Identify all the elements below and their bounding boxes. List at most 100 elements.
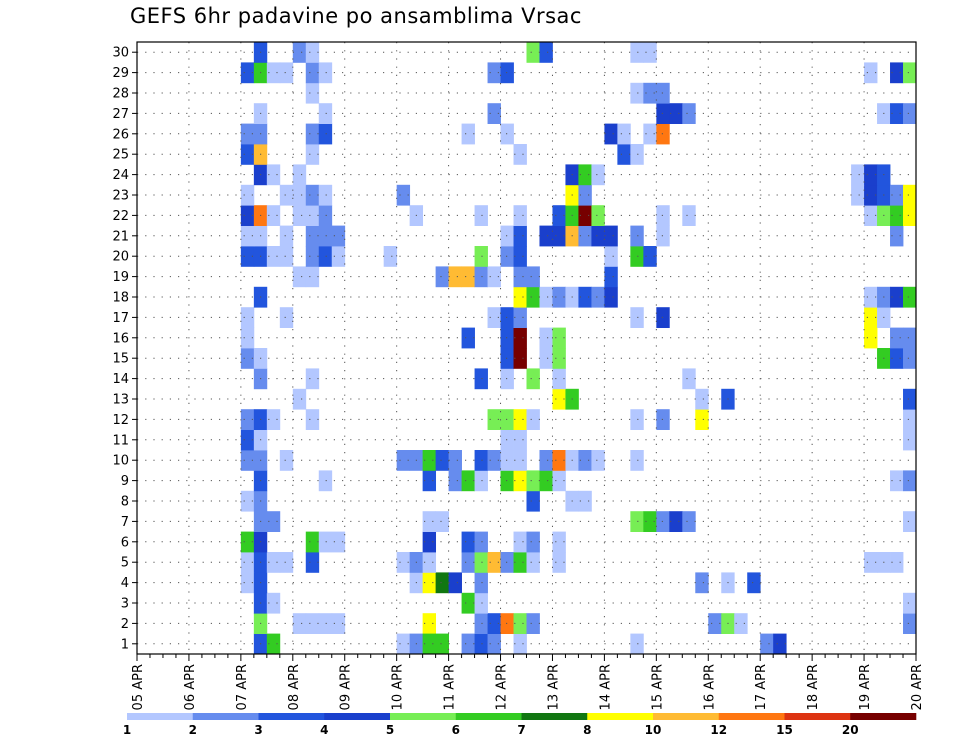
heatmap-cell [513,531,527,553]
heatmap-cell [903,286,917,308]
heatmap-cell [240,490,255,512]
heatmap-cell [305,123,320,145]
heatmap-cell [656,82,670,104]
heatmap-cell [695,572,709,594]
heatmap-cell [513,225,527,247]
heatmap-cell [305,552,320,573]
heatmap-cell [305,225,320,247]
y-tick-label: 17 [112,311,129,326]
heatmap-cell [513,286,527,308]
x-tick-label: 13 APR [546,664,561,710]
heatmap-cell [383,246,398,267]
heatmap-cell [279,246,294,267]
heatmap-cell [604,266,618,288]
heatmap-cell [487,307,501,328]
heatmap-cell [474,531,488,553]
heatmap-cell [890,348,904,369]
heatmap-cell [240,327,255,349]
heatmap-cell [578,225,592,247]
heatmap-cell [890,552,904,573]
heatmap-cell [500,327,514,349]
heatmap-cell [240,184,255,206]
heatmap-cell [552,368,566,390]
colorbar-label: 12 [710,723,727,737]
x-tick-label: 14 APR [598,664,613,710]
y-tick-label: 12 [112,413,129,428]
colorbar-label: 20 [842,723,859,737]
heatmap-cell [240,307,255,328]
heatmap-cell [903,205,917,226]
heatmap-cell [474,552,488,573]
heatmap-cell [552,450,566,471]
heatmap-cell [279,552,294,573]
heatmap-cell [734,613,748,634]
heatmap-cell [500,225,514,247]
heatmap-cell [851,184,865,206]
heatmap-cell [591,286,605,308]
heatmap-cell [903,327,917,349]
heatmap-cell [526,470,540,492]
colorbar-segment [390,713,457,720]
heatmap-cell [266,164,281,186]
colorbar-label: 15 [776,723,793,737]
heatmap-cell [903,409,917,430]
heatmap-cell [864,62,878,84]
y-tick-label: 18 [112,291,129,306]
colorbar-label: 1 [123,723,131,737]
heatmap-cell [240,123,255,145]
y-tick-label: 4 [121,576,129,591]
heatmap-cell [539,348,553,369]
colorbar-segment [850,713,917,720]
heatmap-cell [552,205,566,226]
heatmap-cell [630,511,644,532]
heatmap-cell [318,103,333,124]
heatmap-cell [305,82,320,104]
heatmap-cell [526,490,540,512]
heatmap-cell [682,103,696,124]
x-tick-label: 19 APR [858,664,873,710]
heatmap-cell [448,572,462,594]
heatmap-cell [500,307,514,328]
heatmap-cell [487,450,501,471]
heatmap-cell [903,184,917,206]
heatmap-cell [539,470,553,492]
heatmap-cell [240,409,255,430]
heatmap-cell [461,470,475,492]
colorbar-segment [653,713,720,720]
heatmap-cell [318,184,333,206]
y-tick-label: 9 [121,474,129,489]
heatmap-cell [630,42,644,63]
heatmap-cell [318,123,333,145]
heatmap-cell [513,409,527,430]
heatmap-cell [292,205,307,226]
heatmap-cell [487,266,501,288]
heatmap-cell [448,450,462,471]
heatmap-cell [292,164,307,186]
heatmap-cell [435,633,449,655]
heatmap-cell [266,246,281,267]
heatmap-cell [591,225,605,247]
heatmap-cell [903,470,917,492]
y-tick-label: 25 [112,148,129,163]
heatmap-cell [292,613,307,634]
heatmap-cell [279,307,294,328]
y-tick-label: 16 [112,331,129,346]
heatmap-cell [864,327,878,349]
heatmap-cell [318,205,333,226]
heatmap-cell [682,368,696,390]
heatmap-cell [643,246,657,267]
heatmap-cell [513,429,527,451]
heatmap-cell [474,633,488,655]
colorbar-segment [521,713,588,720]
x-tick-label: 05 APR [131,664,146,710]
heatmap-cell [331,225,346,247]
heatmap-cell [266,592,281,614]
heatmap-cell [552,327,566,349]
heatmap-cell [474,470,488,492]
heatmap-cell [539,286,553,308]
heatmap-cell [617,123,631,145]
heatmap-cell [474,613,488,634]
heatmap-cell [656,205,670,226]
heatmap-cell [578,286,592,308]
heatmap-cell [240,144,255,165]
